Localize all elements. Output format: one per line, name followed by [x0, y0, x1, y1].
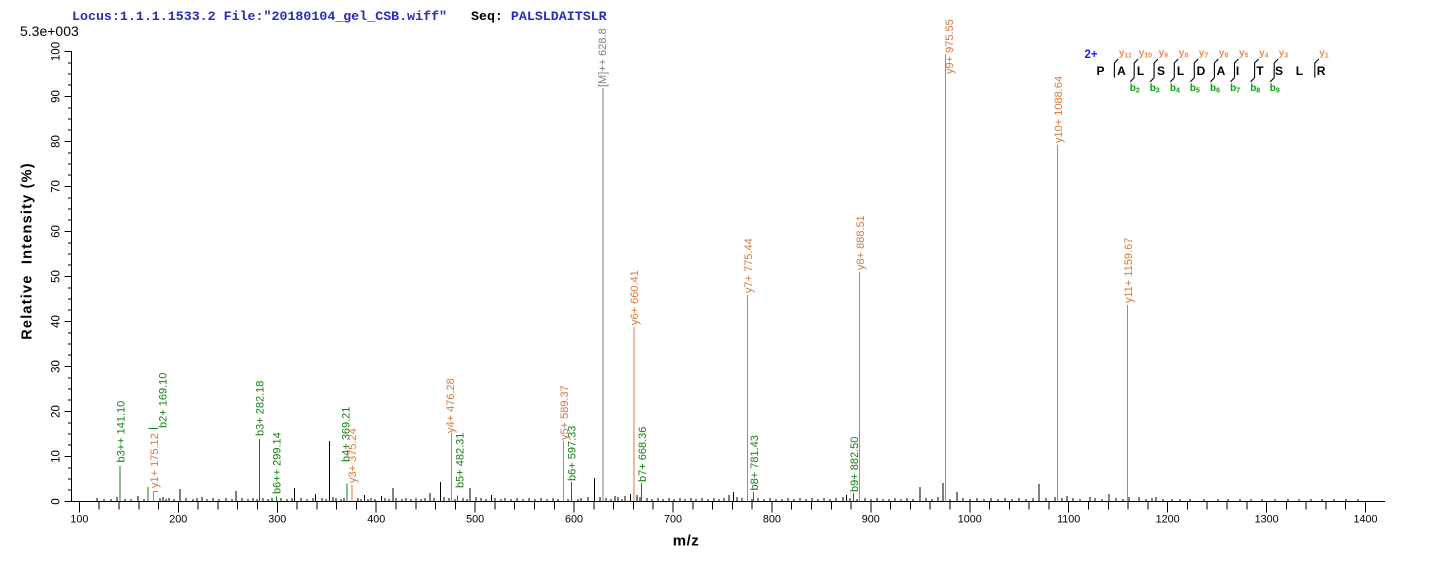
svg-text:y4: y4	[1259, 48, 1269, 60]
svg-text:y9: y9	[1159, 48, 1169, 60]
svg-text:0: 0	[51, 498, 63, 504]
svg-text:y8: y8	[1179, 48, 1189, 60]
svg-text:900: 900	[862, 514, 880, 526]
svg-text:1300: 1300	[1255, 514, 1279, 526]
svg-text:100: 100	[70, 514, 88, 526]
svg-text:y3: y3	[1279, 48, 1289, 60]
svg-text:b4: b4	[1170, 83, 1180, 95]
svg-text:400: 400	[367, 514, 385, 526]
svg-text:30: 30	[51, 360, 63, 373]
svg-text:y11+ 1159.67: y11+ 1159.67	[1123, 238, 1135, 303]
svg-text:y5+ 589.37: y5+ 589.37	[559, 385, 571, 440]
svg-text:700: 700	[664, 514, 682, 526]
svg-text:L: L	[1177, 64, 1184, 78]
svg-text:b8+ 781.43: b8+ 781.43	[749, 435, 761, 490]
svg-text:b6++ 299.14: b6++ 299.14	[272, 432, 284, 494]
svg-text:b2: b2	[1130, 83, 1140, 95]
svg-text:1200: 1200	[1156, 514, 1180, 526]
svg-text:y1+ 175.12: y1+ 175.12	[149, 433, 161, 488]
svg-text:A: A	[1117, 64, 1126, 78]
svg-text:A: A	[1217, 64, 1226, 78]
svg-text:b2+ 169.10: b2+ 169.10	[158, 373, 170, 428]
svg-text:b5: b5	[1190, 83, 1200, 95]
svg-text:40: 40	[51, 315, 63, 328]
svg-text:y7+ 775.44: y7+ 775.44	[743, 238, 755, 293]
svg-text:1400: 1400	[1353, 514, 1377, 526]
svg-text:600: 600	[565, 514, 583, 526]
svg-text:T: T	[1256, 64, 1264, 78]
svg-text:L: L	[1296, 64, 1303, 78]
svg-text:R: R	[1317, 64, 1326, 78]
svg-text:200: 200	[169, 514, 187, 526]
svg-text:y7: y7	[1199, 48, 1209, 60]
svg-text:b7+ 668.36: b7+ 668.36	[637, 427, 649, 482]
svg-text:S: S	[1157, 64, 1165, 78]
svg-text:1100: 1100	[1057, 514, 1080, 526]
svg-text:b3+ 282.18: b3+ 282.18	[255, 381, 267, 436]
svg-text:y5: y5	[1239, 48, 1249, 60]
svg-text:80: 80	[51, 135, 63, 148]
svg-text:500: 500	[466, 514, 484, 526]
svg-text:P: P	[1096, 64, 1104, 78]
svg-text:D: D	[1197, 64, 1206, 78]
svg-text:b5+ 482.31: b5+ 482.31	[454, 433, 466, 488]
svg-text:y10: y10	[1139, 48, 1152, 60]
svg-text:10: 10	[51, 450, 63, 463]
svg-text:y4+ 476.28: y4+ 476.28	[445, 378, 457, 433]
svg-text:2+: 2+	[1085, 49, 1098, 61]
svg-text:b9: b9	[1270, 83, 1280, 95]
svg-text:100: 100	[51, 42, 63, 61]
svg-text:20: 20	[51, 405, 63, 418]
svg-text:Locus:1.1.1.1533.2 File:"20180: Locus:1.1.1.1533.2 File:"20180104_gel_CS…	[72, 9, 607, 24]
svg-text:y3+ 375.24: y3+ 375.24	[347, 428, 359, 483]
svg-text:60: 60	[51, 225, 63, 238]
svg-text:y1: y1	[1319, 48, 1329, 60]
svg-text:800: 800	[763, 514, 781, 526]
svg-text:b7: b7	[1230, 83, 1240, 95]
svg-text:1000: 1000	[958, 514, 982, 526]
svg-text:70: 70	[51, 180, 63, 193]
svg-text:y11: y11	[1119, 48, 1132, 60]
svg-text:90: 90	[51, 90, 63, 103]
svg-text:[M]++ 628.8: [M]++ 628.8	[597, 28, 609, 87]
svg-text:Relative Intensity (%): Relative Intensity (%)	[20, 162, 36, 339]
svg-text:y9+ 975.55: y9+ 975.55	[944, 19, 956, 74]
svg-text:b6+ 597.33: b6+ 597.33	[567, 426, 579, 481]
svg-text:b6: b6	[1210, 83, 1220, 95]
svg-text:b9+ 882.50: b9+ 882.50	[849, 437, 861, 492]
svg-text:S: S	[1275, 64, 1283, 78]
svg-text:b3: b3	[1150, 83, 1160, 95]
svg-text:y10+ 1088.64: y10+ 1088.64	[1053, 76, 1065, 143]
svg-text:y6: y6	[1219, 48, 1229, 60]
svg-text:b8: b8	[1250, 83, 1260, 95]
svg-text:5.3e+003: 5.3e+003	[20, 23, 79, 39]
svg-text:b4+ 369.21: b4+ 369.21	[341, 407, 353, 462]
svg-text:L: L	[1137, 64, 1144, 78]
svg-text:m/z: m/z	[673, 533, 700, 550]
svg-text:y6+ 660.41: y6+ 660.41	[629, 270, 641, 325]
svg-text:I: I	[1236, 64, 1239, 78]
svg-text:b3++ 141.10: b3++ 141.10	[116, 401, 128, 463]
svg-text:y8+ 888.51: y8+ 888.51	[855, 215, 867, 270]
svg-text:300: 300	[268, 514, 286, 526]
svg-text:50: 50	[51, 270, 63, 283]
